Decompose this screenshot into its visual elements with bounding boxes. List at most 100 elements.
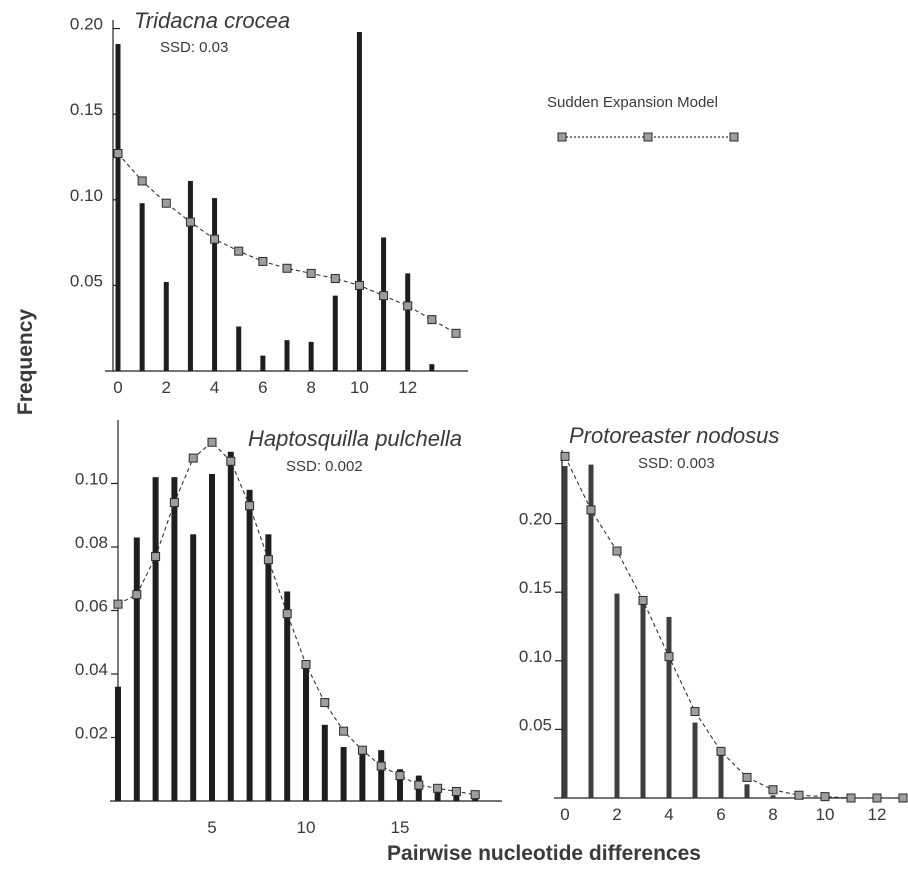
bar — [303, 661, 309, 801]
legend-marker — [729, 132, 739, 142]
bar — [190, 534, 197, 801]
bar — [381, 237, 387, 371]
model-point — [690, 707, 700, 717]
bar — [378, 750, 385, 801]
plot-area: 0.05 0.10 0.15 0.20 0 2 4 6 8 10 12 — [70, 15, 468, 397]
model-point — [188, 453, 198, 463]
model-point — [768, 785, 778, 795]
model-point — [451, 786, 461, 796]
model-point — [132, 590, 142, 600]
bar — [284, 591, 291, 801]
x-tick-label: 12 — [398, 378, 417, 397]
bar — [359, 747, 366, 801]
model-point — [207, 437, 217, 447]
bar — [434, 785, 441, 801]
bar — [139, 203, 145, 371]
y-tick-label: 0.10 — [519, 647, 552, 666]
plot-area: 0.02 0.04 0.06 0.08 0.10 5 10 15 — [75, 420, 502, 837]
x-axis-title: Pairwise nucleotide differences — [387, 842, 701, 865]
panel-title: Haptosquilla pulchella — [248, 426, 462, 451]
model-point — [427, 315, 437, 325]
x-tick-label: 0 — [560, 805, 569, 824]
bar — [340, 747, 347, 801]
x-tick-label: 8 — [306, 378, 315, 397]
y-tick-label: 0.04 — [75, 660, 108, 679]
model-point — [306, 268, 316, 278]
panel-haptosquilla-pulchella: Haptosquilla pulchella SSD: 0.002 0.020.… — [75, 420, 502, 837]
panel-tridacna-crocea: Tridacna crocea SSD: 0.03 0.050.100.150.… — [70, 8, 468, 397]
model-point — [354, 280, 364, 290]
y-tick-label: 0.15 — [70, 100, 103, 119]
model-point — [320, 698, 330, 708]
model-point — [357, 745, 367, 755]
model-point — [185, 217, 195, 227]
model-point — [586, 505, 596, 515]
bar — [115, 43, 121, 371]
plot-area: 0.05 0.10 0.15 0.20 0 2 4 6 8 10 12 — [519, 450, 908, 824]
bar — [265, 534, 272, 801]
x-tick-label: 10 — [350, 378, 369, 397]
legend-label: Sudden Expansion Model — [547, 94, 718, 111]
bar — [770, 795, 776, 798]
x-tick-label: 2 — [612, 805, 621, 824]
model-point — [113, 149, 123, 159]
x-tick-label: 2 — [162, 378, 171, 397]
y-tick-label: 0.10 — [70, 186, 103, 205]
bar — [356, 31, 362, 372]
bar — [397, 769, 403, 801]
bar — [666, 616, 672, 798]
y-tick-label: 0.05 — [70, 271, 103, 290]
bar — [115, 686, 121, 801]
bar — [692, 722, 698, 798]
model-point — [282, 609, 292, 619]
model-point — [161, 198, 171, 208]
bar — [152, 477, 159, 801]
bar — [332, 295, 338, 371]
model-point — [716, 746, 726, 756]
x-tick-label: 10 — [297, 818, 316, 837]
x-tick-label: 8 — [768, 805, 777, 824]
bar — [133, 537, 140, 801]
y-tick-label: 0.20 — [70, 15, 103, 34]
bar — [308, 341, 314, 371]
ssd-label: SSD: 0.003 — [638, 455, 715, 472]
model-line — [117, 153, 457, 334]
x-tick-label: 6 — [716, 805, 725, 824]
model-point — [794, 790, 804, 800]
bar — [588, 464, 594, 798]
legend-marker — [557, 132, 567, 142]
model-point — [151, 552, 161, 562]
model-point — [433, 783, 443, 793]
bar — [236, 326, 242, 371]
model-point — [820, 792, 830, 802]
model-point — [742, 772, 752, 782]
model-point — [414, 780, 424, 790]
model-point — [330, 274, 340, 284]
y-tick-label: 0.06 — [75, 597, 108, 616]
model-point — [638, 595, 648, 605]
model-point — [872, 793, 882, 803]
model-point — [301, 659, 311, 669]
model-point — [339, 726, 349, 736]
model-point — [282, 263, 292, 273]
model-point — [612, 546, 622, 556]
model-point — [403, 301, 413, 311]
model-point — [560, 451, 570, 461]
model-line — [564, 456, 903, 799]
model-point — [210, 234, 220, 244]
x-tick-label: 15 — [391, 818, 410, 837]
y-tick-label: 0.05 — [519, 715, 552, 734]
x-tick-label: 0 — [113, 378, 122, 397]
ssd-label: SSD: 0.03 — [160, 39, 228, 56]
y-tick-label: 0.10 — [75, 470, 108, 489]
bar — [227, 451, 234, 801]
model-point — [113, 599, 123, 609]
model-point — [846, 793, 856, 803]
bar — [640, 599, 646, 798]
bar — [246, 489, 253, 801]
panel-protoreaster-nodosus: Protoreaster nodosus SSD: 0.003 0.05 0.10… — [519, 423, 908, 824]
model-point — [470, 790, 480, 800]
bar — [187, 180, 193, 371]
bar — [284, 340, 290, 371]
bar — [209, 473, 215, 801]
